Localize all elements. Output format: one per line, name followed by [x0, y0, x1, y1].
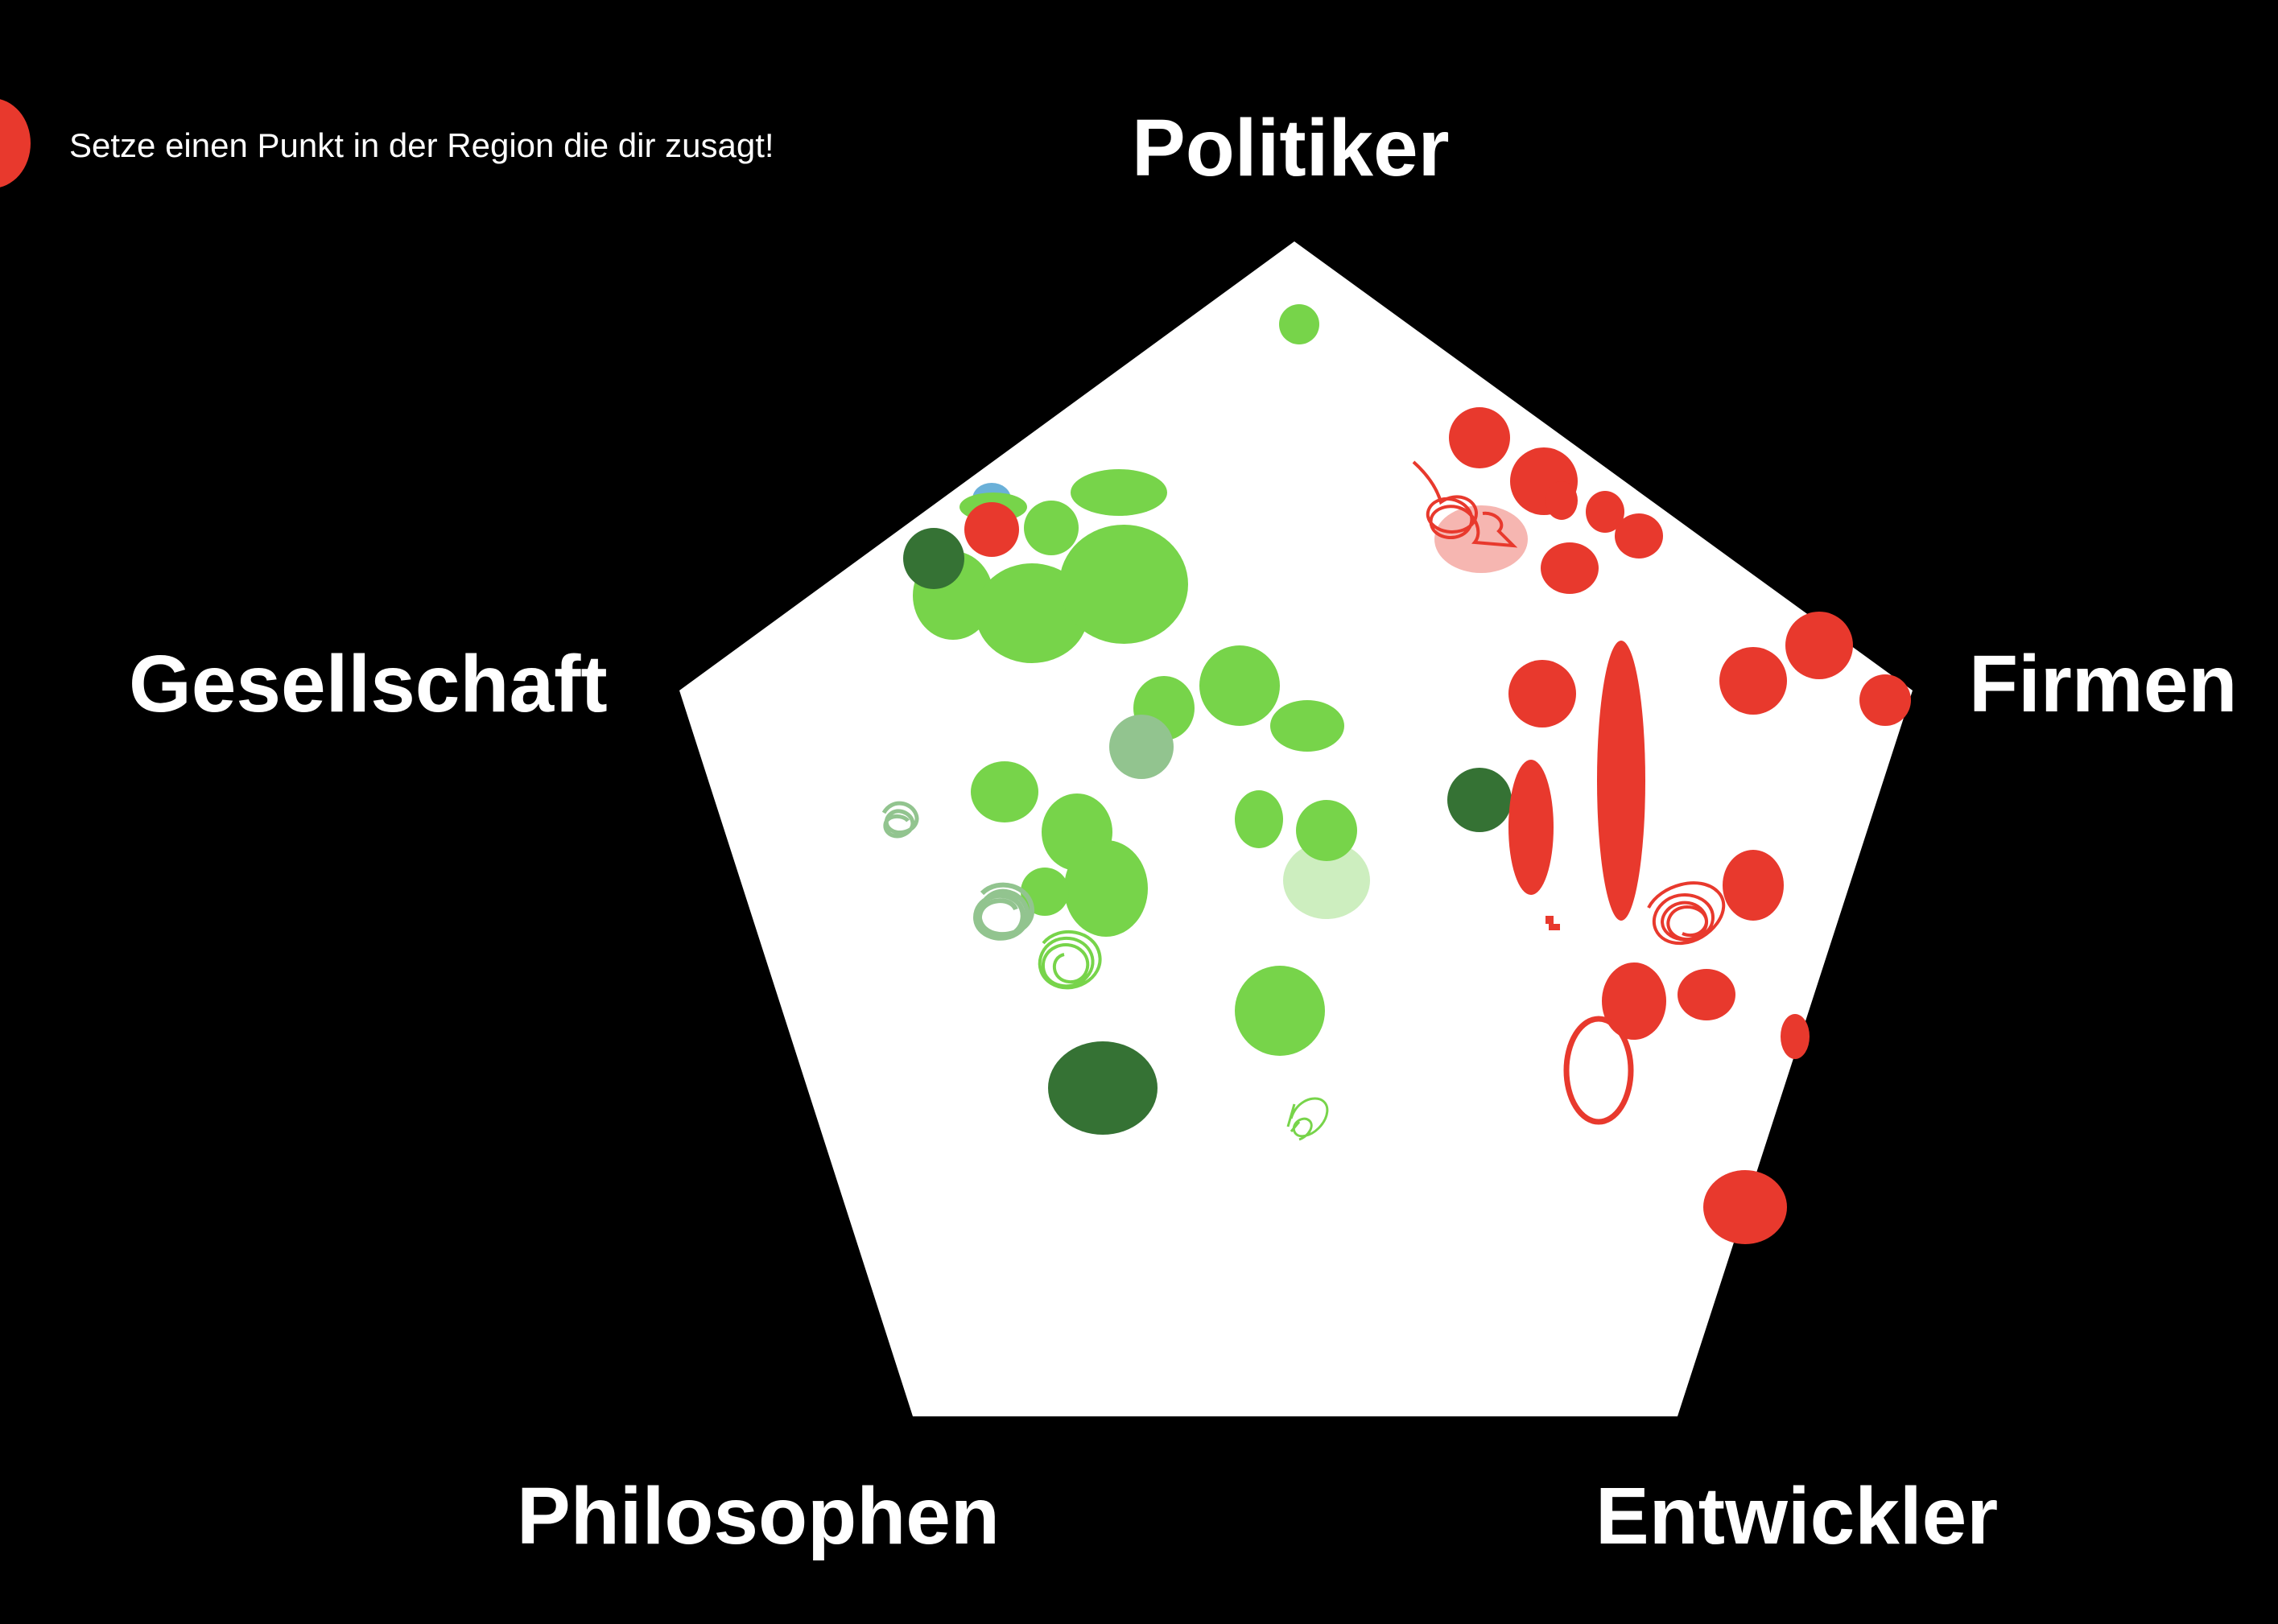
vote-scribble-muted-green	[972, 882, 1034, 941]
vote-dot-green	[1199, 645, 1280, 726]
vote-dot-green	[1270, 700, 1344, 752]
vote-dot-green	[1235, 790, 1283, 848]
vote-dot-red	[1615, 513, 1663, 559]
axis-label-firmen: Firmen	[1969, 639, 2238, 729]
marks-layer	[881, 304, 1911, 1244]
vote-dot-green	[1059, 525, 1188, 644]
axis-label-philosophen: Philosophen	[517, 1471, 1000, 1561]
vote-dot-green	[1296, 800, 1357, 861]
vote-dot-red	[1597, 641, 1645, 921]
vote-dot-green	[1235, 966, 1325, 1056]
axis-label-entwickler: Entwickler	[1595, 1471, 1999, 1561]
instruction-text: Setze einen Punkt in der Region die dir …	[69, 126, 774, 164]
vote-dot-red	[964, 502, 1019, 557]
vote-dot-red	[1508, 660, 1576, 728]
vote-dot-dark-green	[903, 528, 964, 589]
vote-dot-pale-green	[1283, 842, 1370, 919]
vote-scribble-red	[1647, 881, 1726, 946]
vote-dot-dark-green	[1447, 768, 1512, 832]
vote-dot-light-red	[1434, 505, 1528, 573]
vote-dot-red	[1449, 407, 1510, 468]
vote-mark-red	[1545, 916, 1560, 930]
vote-ring-red	[1563, 1016, 1634, 1125]
vote-dot-red	[1586, 491, 1624, 533]
vote-dot-red	[1723, 850, 1784, 921]
axis-label-politiker: Politiker	[1132, 103, 1450, 193]
vote-dot-dark-green	[1048, 1041, 1158, 1135]
vote-dot-red	[1678, 969, 1735, 1020]
axis-label-gesellschaft: Gesellschaft	[129, 639, 608, 729]
vote-dot-green	[1064, 840, 1148, 937]
vote-dot-red	[1703, 1170, 1787, 1244]
vote-dot-green	[971, 761, 1038, 822]
vote-dot-red	[1785, 612, 1853, 679]
vote-dot-red	[1859, 674, 1911, 726]
vote-scribble-green	[1286, 1097, 1329, 1141]
vote-dot-red	[1602, 962, 1666, 1040]
vote-dot-red	[1719, 647, 1787, 715]
vote-dot-red	[1781, 1014, 1810, 1059]
vote-dot-red	[1545, 481, 1578, 520]
vote-dot-green	[1024, 501, 1079, 555]
vote-dot-green	[1279, 304, 1319, 344]
vote-dot-red	[1541, 542, 1599, 594]
vote-dot-green	[1071, 469, 1167, 516]
vote-scribble-muted-green	[881, 801, 919, 839]
vote-dot-red	[1508, 760, 1554, 895]
vote-scribble-green	[1038, 930, 1102, 990]
vote-scribble-red	[1412, 460, 1518, 548]
vote-dot-muted-green	[1109, 715, 1174, 779]
